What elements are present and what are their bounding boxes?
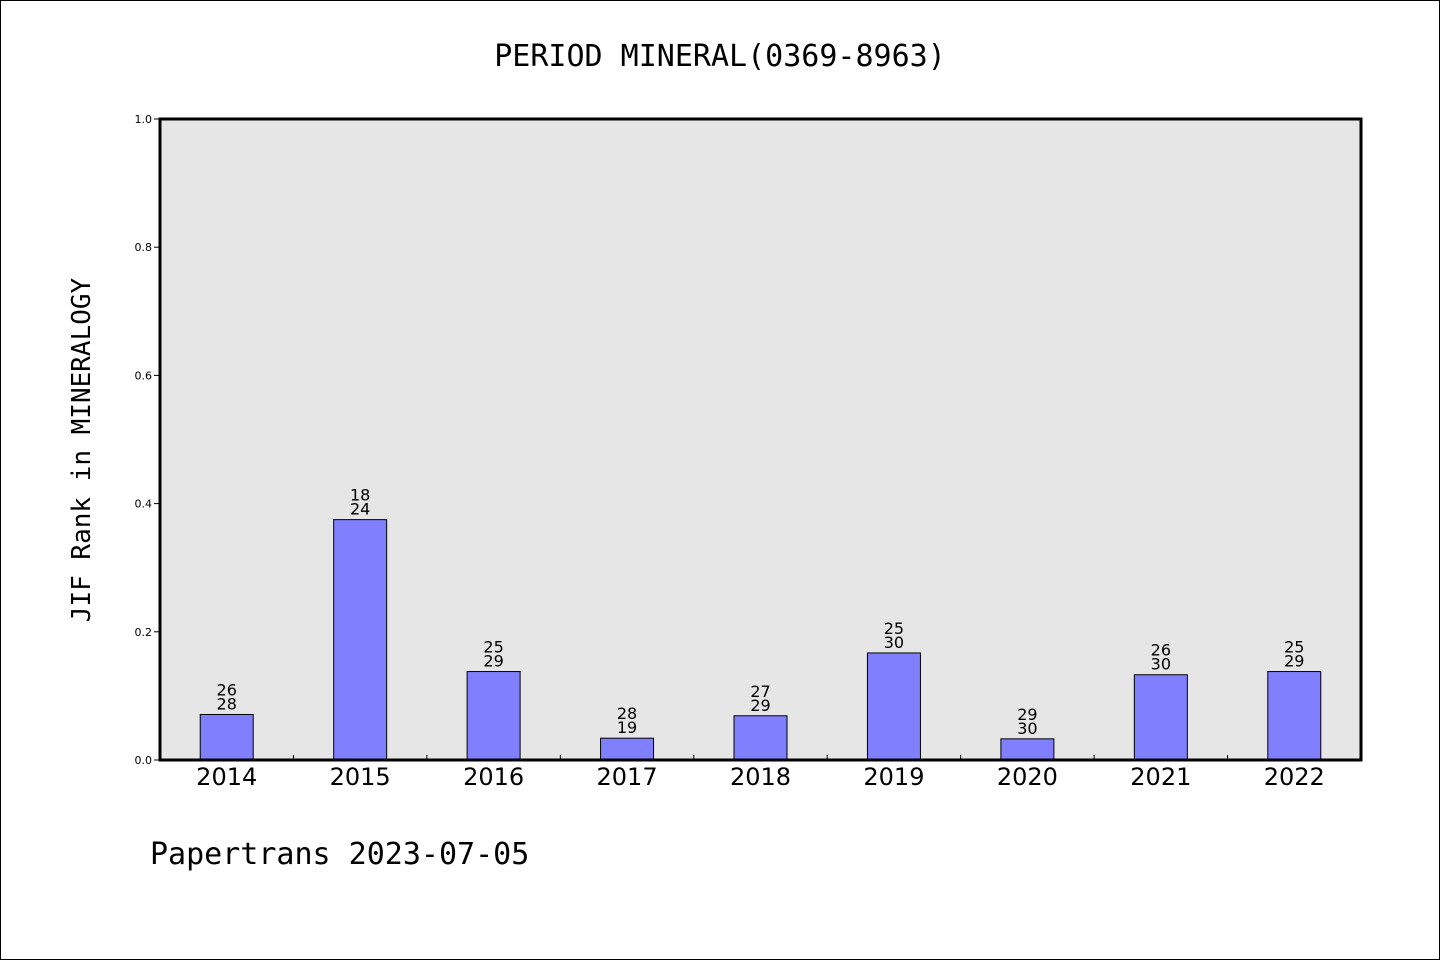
bar-label-bottom: 29 bbox=[483, 652, 503, 671]
bar-2014 bbox=[199, 713, 254, 761]
bar-label-top: 26 bbox=[1151, 641, 1171, 660]
bar-label-top: 25 bbox=[483, 638, 503, 657]
bar-label-top: 28 bbox=[617, 704, 637, 723]
footer-text: Papertrans 2023-07-05 bbox=[150, 837, 529, 872]
y-tick-label: 0.4 bbox=[135, 498, 153, 511]
bar-label-bottom: 30 bbox=[1017, 719, 1037, 738]
bar-2021 bbox=[1133, 674, 1188, 761]
bar-2022 bbox=[1267, 671, 1322, 761]
bar-label-bottom: 19 bbox=[617, 718, 637, 737]
y-tick-label: 0.8 bbox=[135, 241, 153, 254]
bar-label-top: 18 bbox=[350, 486, 370, 505]
x-tick-label: 2014 bbox=[196, 763, 257, 791]
bar-label-bottom: 29 bbox=[1284, 652, 1304, 671]
bar-label-bottom: 30 bbox=[1151, 655, 1171, 674]
y-axis: 0.0 0.2 0.4 0.6 0.8 1.0 bbox=[135, 113, 160, 767]
plot-border bbox=[158, 117, 1363, 762]
x-tick-label: 2019 bbox=[863, 763, 924, 791]
bar-2019 bbox=[866, 652, 921, 761]
bar-label-top: 29 bbox=[1017, 705, 1037, 724]
x-tick-label: 2021 bbox=[1130, 763, 1191, 791]
x-tick-label: 2020 bbox=[997, 763, 1058, 791]
bar-2015 bbox=[333, 519, 388, 761]
bar-label-top: 27 bbox=[750, 682, 770, 701]
x-tick-label: 2018 bbox=[730, 763, 791, 791]
x-tick-label: 2015 bbox=[330, 763, 391, 791]
y-axis-label: JIF Rank in MINERALOGY bbox=[67, 277, 97, 622]
x-tick-label: 2016 bbox=[463, 763, 524, 791]
bar-label-top: 25 bbox=[1284, 638, 1304, 657]
bar-label-top: 25 bbox=[884, 619, 904, 638]
y-tick-label: 0.6 bbox=[135, 369, 153, 382]
bar-2016 bbox=[466, 671, 521, 761]
bars-group bbox=[199, 519, 1322, 761]
bar-2018 bbox=[733, 715, 788, 761]
y-tick-label: 0.2 bbox=[135, 626, 153, 639]
y-tick-label: 1.0 bbox=[135, 113, 153, 126]
bar-label-bottom: 30 bbox=[884, 633, 904, 652]
bar-label-bottom: 28 bbox=[217, 694, 237, 713]
x-tick-label: 2022 bbox=[1264, 763, 1325, 791]
x-axis: 2014 2015 2016 2017 2018 2019 2020 2021 2022 bbox=[196, 755, 1325, 791]
bar-label-bottom: 29 bbox=[750, 696, 770, 715]
bar-2017 bbox=[600, 737, 655, 761]
bar-2020 bbox=[1000, 738, 1055, 761]
bar-label-top: 26 bbox=[217, 680, 237, 699]
chart-title: PERIOD MINERAL(0369-8963) bbox=[494, 39, 946, 74]
x-tick-label: 2017 bbox=[597, 763, 658, 791]
y-tick-label: 0.0 bbox=[135, 754, 153, 767]
bar-label-bottom: 24 bbox=[350, 500, 370, 519]
